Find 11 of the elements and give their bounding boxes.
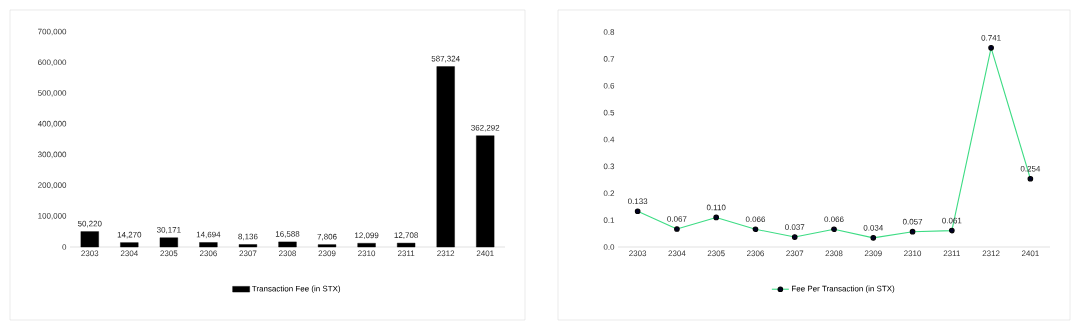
bar xyxy=(159,237,178,248)
bar xyxy=(238,244,258,248)
bar xyxy=(436,66,455,248)
bar xyxy=(317,244,337,248)
bar xyxy=(199,242,218,248)
bar xyxy=(357,243,376,248)
bar xyxy=(120,242,139,248)
bar xyxy=(278,241,297,248)
bar xyxy=(397,242,416,248)
bar xyxy=(476,135,495,248)
bar xyxy=(80,231,99,248)
